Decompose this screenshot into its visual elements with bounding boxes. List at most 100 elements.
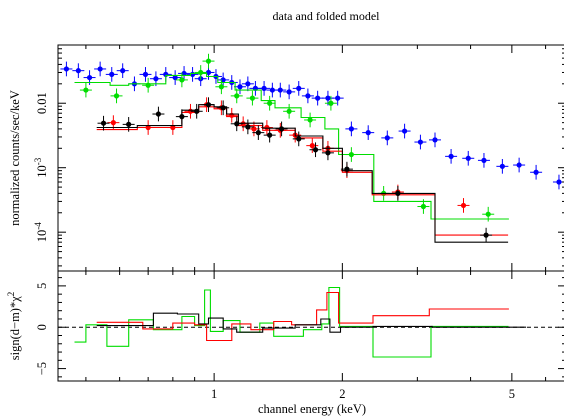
data-point — [230, 116, 243, 132]
data-marker — [286, 108, 292, 114]
data-point — [258, 81, 271, 96]
y-tick-label-base: 10 — [35, 230, 49, 243]
data-point — [414, 134, 427, 150]
series-0 — [60, 61, 564, 190]
data-marker — [172, 74, 178, 81]
data-point — [252, 125, 265, 140]
y-tick-label-exponent: -3 — [33, 157, 43, 165]
data-marker — [234, 93, 240, 99]
data-marker — [261, 85, 267, 91]
data-point — [166, 120, 179, 135]
data-marker — [198, 69, 204, 76]
data-marker — [460, 202, 467, 209]
data-point — [381, 130, 394, 146]
data-point — [477, 153, 490, 168]
residual-panel — [58, 286, 564, 358]
data-marker — [499, 163, 505, 169]
data-point — [79, 82, 92, 98]
data-point — [311, 90, 324, 106]
y-tick-label: 10-3 — [33, 157, 49, 177]
data-point — [178, 66, 191, 81]
residual-step-line-0 — [74, 286, 509, 358]
data-marker — [277, 87, 283, 93]
data-marker — [110, 120, 116, 126]
data-marker — [109, 71, 115, 77]
data-point — [241, 119, 254, 135]
data-point — [215, 79, 228, 95]
data-point — [480, 227, 493, 243]
data-marker — [145, 82, 151, 88]
data-point — [345, 147, 358, 162]
data-point — [194, 65, 207, 80]
data-point — [345, 121, 358, 137]
data-point — [324, 95, 337, 111]
data-marker — [305, 93, 311, 99]
data-marker — [126, 121, 132, 127]
data-marker — [205, 58, 212, 64]
data-point — [530, 164, 543, 180]
data-point — [263, 95, 276, 111]
data-point — [233, 79, 246, 95]
y-tick-label: 10-4 — [33, 222, 49, 242]
data-marker — [296, 136, 302, 142]
data-point — [139, 67, 152, 82]
data-marker — [448, 153, 454, 159]
residual-y-axis-label: sign(d−m)*χ2 — [6, 292, 22, 360]
data-marker — [240, 121, 246, 127]
data-point — [97, 115, 110, 131]
residual-y-tick-label: −5 — [35, 362, 49, 375]
data-marker — [384, 135, 390, 141]
model-step-line — [96, 104, 509, 243]
data-marker — [556, 179, 562, 185]
data-point — [241, 76, 254, 92]
data-point — [496, 158, 509, 174]
data-marker — [401, 128, 408, 134]
residual-y-tick-label: 0 — [35, 324, 49, 330]
residual-step-line-1 — [96, 291, 509, 342]
residual-y-axis: 5 0 −5 — [35, 277, 564, 378]
data-point — [321, 145, 334, 161]
data-marker — [86, 74, 93, 81]
data-point — [301, 88, 314, 104]
y-tick-label-base: 10 — [35, 165, 49, 178]
data-point — [263, 127, 276, 143]
data-marker — [245, 124, 251, 130]
data-point — [309, 142, 322, 158]
data-point — [116, 63, 129, 79]
data-point — [202, 53, 215, 69]
data-point — [105, 67, 118, 82]
data-point — [457, 198, 470, 213]
x-tick-label: 2 — [339, 387, 345, 401]
model-step-line — [74, 72, 509, 220]
data-marker — [83, 87, 89, 93]
residual-step-line-2 — [96, 312, 527, 333]
data-point — [275, 121, 288, 137]
data-marker — [348, 126, 354, 132]
data-point — [398, 123, 411, 139]
data-marker — [179, 77, 185, 83]
data-point — [306, 138, 319, 153]
data-marker — [142, 71, 149, 77]
data-marker — [237, 84, 243, 90]
data-marker — [267, 132, 273, 138]
x-axis: 1 2 5 — [85, 45, 547, 401]
data-point — [190, 103, 203, 119]
data-marker — [483, 232, 489, 238]
data-marker — [296, 85, 302, 91]
data-point — [217, 100, 230, 116]
data-marker — [335, 95, 341, 101]
data-point — [362, 125, 375, 140]
data-point — [331, 90, 344, 106]
data-point — [72, 63, 85, 79]
data-marker — [533, 169, 539, 175]
data-marker — [249, 95, 256, 101]
data-marker — [348, 151, 354, 158]
data-marker — [255, 130, 261, 136]
data-point — [428, 132, 441, 148]
data-point — [142, 120, 155, 135]
data-point — [94, 61, 107, 77]
data-point — [246, 90, 259, 106]
residual-y-axis-label-text: sign(d−m)*χ — [8, 296, 22, 360]
data-point — [60, 61, 73, 77]
